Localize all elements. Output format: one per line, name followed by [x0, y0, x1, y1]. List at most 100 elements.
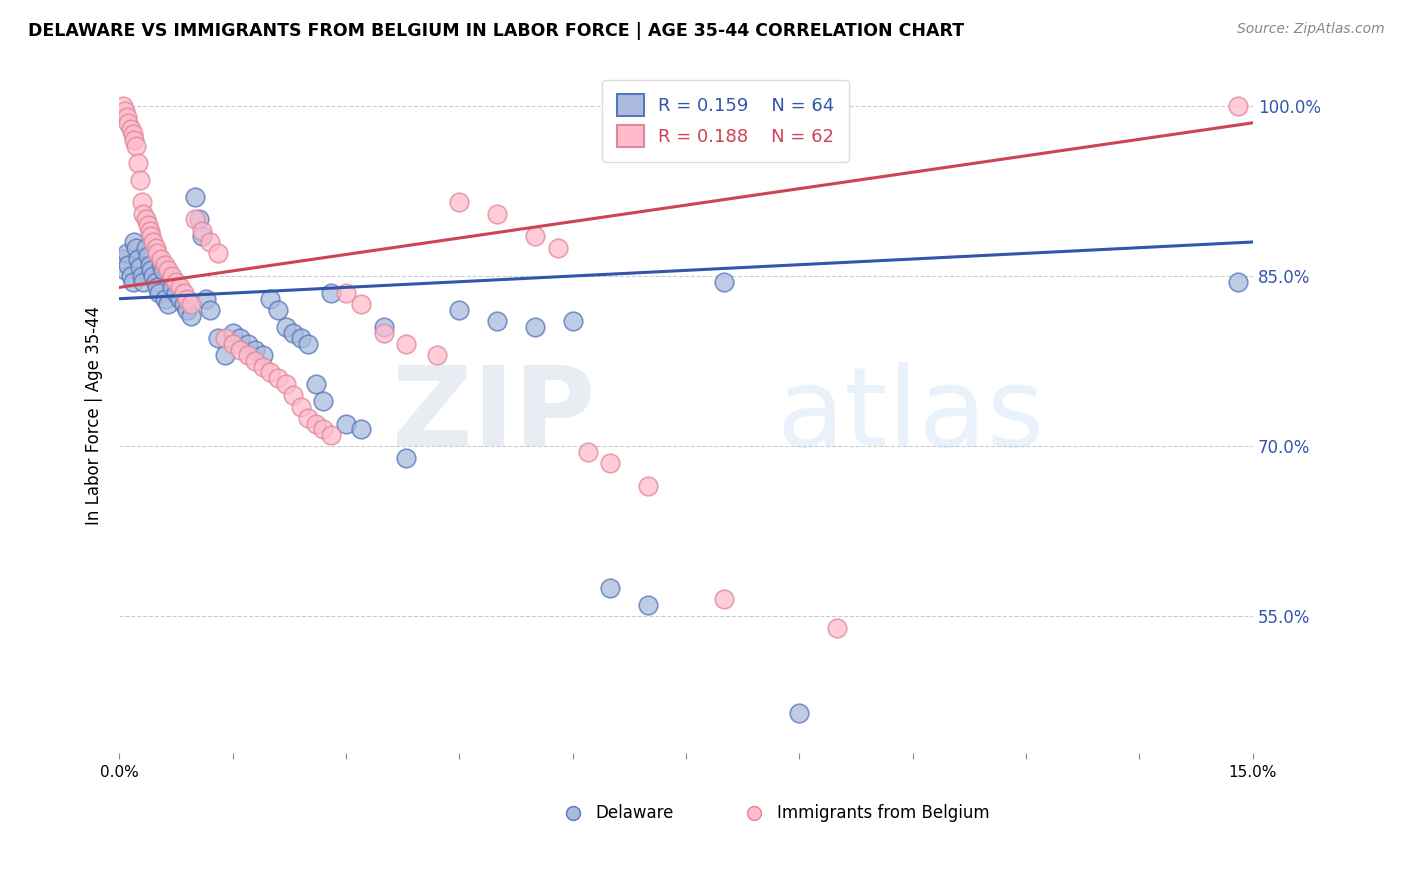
Point	[198, 235, 221, 249]
Point	[146, 246, 169, 260]
Point	[281, 388, 304, 402]
Point	[267, 371, 290, 385]
Point	[523, 320, 546, 334]
Point	[136, 249, 159, 263]
Point	[125, 138, 148, 153]
Point	[789, 706, 811, 720]
Point	[713, 275, 735, 289]
Point	[713, 592, 735, 607]
Point	[184, 189, 207, 203]
Point	[173, 297, 195, 311]
Point	[176, 303, 198, 318]
Point	[523, 229, 546, 244]
Point	[146, 280, 169, 294]
Point	[252, 349, 274, 363]
Point	[136, 218, 159, 232]
Point	[426, 349, 449, 363]
Point	[112, 99, 135, 113]
Point	[319, 428, 342, 442]
Point	[373, 326, 395, 340]
Point	[195, 292, 218, 306]
Point	[139, 229, 162, 244]
Point	[221, 326, 243, 340]
Point	[157, 297, 180, 311]
Point	[132, 206, 155, 220]
Point	[214, 331, 236, 345]
Point	[117, 258, 139, 272]
Point	[350, 422, 373, 436]
Text: Delaware: Delaware	[595, 805, 673, 822]
Point	[229, 331, 252, 345]
Point	[139, 263, 162, 277]
Point	[637, 479, 659, 493]
Point	[160, 280, 183, 294]
Point	[184, 212, 207, 227]
Point	[131, 195, 153, 210]
Point	[117, 116, 139, 130]
Point	[825, 621, 848, 635]
Point	[637, 598, 659, 612]
Point	[290, 400, 312, 414]
Point	[132, 275, 155, 289]
Point	[165, 286, 187, 301]
Point	[169, 280, 191, 294]
Point	[138, 224, 160, 238]
Point	[149, 252, 172, 266]
Point	[486, 206, 509, 220]
Point	[142, 268, 165, 283]
Point	[135, 241, 157, 255]
Point	[142, 235, 165, 249]
Point	[305, 417, 328, 431]
Point	[221, 337, 243, 351]
Point	[122, 275, 145, 289]
Point	[138, 258, 160, 272]
Point	[599, 581, 621, 595]
Point	[252, 359, 274, 374]
Text: Source: ZipAtlas.com: Source: ZipAtlas.com	[1237, 22, 1385, 37]
Point	[191, 224, 214, 238]
Point	[120, 121, 142, 136]
Point	[157, 263, 180, 277]
Point	[1226, 275, 1249, 289]
Text: atlas: atlas	[776, 361, 1045, 468]
Point	[373, 320, 395, 334]
Point	[599, 456, 621, 470]
Y-axis label: In Labor Force | Age 35-44: In Labor Force | Age 35-44	[86, 305, 103, 524]
Point	[576, 445, 599, 459]
Point	[259, 292, 281, 306]
Point	[236, 337, 259, 351]
Point	[274, 376, 297, 391]
Point	[127, 252, 149, 266]
Text: Immigrants from Belgium: Immigrants from Belgium	[776, 805, 990, 822]
Point	[149, 258, 172, 272]
Text: ZIP: ZIP	[392, 361, 595, 468]
Point	[319, 286, 342, 301]
Point	[312, 393, 335, 408]
Point	[198, 303, 221, 318]
Point	[191, 229, 214, 244]
Point	[274, 320, 297, 334]
Point	[135, 212, 157, 227]
Point	[169, 292, 191, 306]
Point	[176, 292, 198, 306]
Point	[245, 354, 267, 368]
Point	[214, 349, 236, 363]
Point	[122, 127, 145, 141]
Point	[127, 155, 149, 169]
Point	[129, 172, 152, 186]
Point	[547, 241, 569, 255]
Point	[153, 258, 176, 272]
Legend: R = 0.159    N = 64, R = 0.188    N = 62: R = 0.159 N = 64, R = 0.188 N = 62	[602, 79, 849, 161]
Point	[131, 268, 153, 283]
Point	[449, 303, 471, 318]
Point	[1226, 99, 1249, 113]
Point	[449, 195, 471, 210]
Point	[187, 212, 209, 227]
Point	[124, 133, 146, 147]
Point	[125, 241, 148, 255]
Point	[290, 331, 312, 345]
Point	[245, 343, 267, 357]
Point	[486, 314, 509, 328]
Point	[152, 263, 174, 277]
Point	[395, 337, 418, 351]
